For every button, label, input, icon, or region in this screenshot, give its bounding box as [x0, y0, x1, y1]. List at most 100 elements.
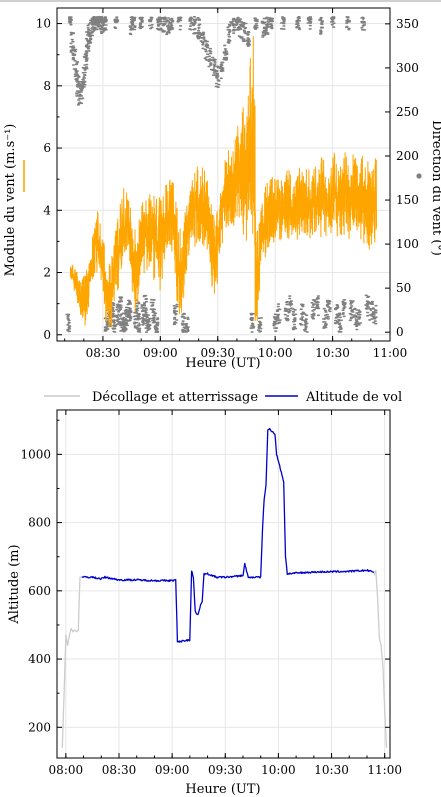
wind-direction-point	[258, 326, 261, 329]
wind-direction-point	[274, 322, 277, 325]
wind-direction-point	[90, 27, 93, 30]
wind-direction-point	[151, 309, 154, 312]
wind-direction-point	[144, 304, 146, 307]
wind-direction-point	[105, 326, 108, 329]
wind-direction-point	[82, 75, 85, 78]
wind-direction-point	[88, 31, 91, 34]
wind-direction-point	[339, 322, 342, 325]
wind-y-tick-label: 8	[43, 79, 51, 93]
wind-direction-point	[100, 18, 102, 21]
alt-x-tick-label: 08:00	[49, 763, 84, 777]
wind-direction-point	[94, 18, 97, 21]
wind-y-right-tick-label: 200	[396, 149, 419, 163]
wind-direction-point	[101, 22, 104, 25]
wind-direction-point	[113, 322, 116, 325]
wind-x-tick-label: 09:00	[143, 346, 178, 360]
wind-direction-point	[354, 318, 357, 320]
wind-direction-point	[73, 58, 76, 61]
wind-direction-point	[366, 304, 368, 307]
wind-direction-point	[136, 309, 139, 312]
wind-y-tick-label: 6	[43, 141, 51, 155]
wind-direction-point	[293, 318, 296, 320]
alt-x-tick-label: 10:30	[314, 763, 349, 777]
wind-direction-point	[130, 22, 133, 25]
wind-direction-point	[266, 22, 269, 25]
wind-x-tick-label: 08:30	[86, 346, 121, 360]
wind-y-right-tick-label: 100	[396, 237, 419, 251]
wind-direction-point	[77, 84, 80, 87]
wind-y-right-tick-label: 350	[396, 17, 419, 31]
wind-direction-point	[84, 58, 87, 61]
wind-direction-point	[80, 88, 83, 91]
wind-direction-point	[159, 18, 162, 21]
wind-direction-point	[155, 326, 158, 329]
wind-direction-point	[182, 322, 185, 325]
wind-y-axis-label: Module du vent (m.s⁻¹)	[3, 124, 18, 277]
wind-direction-point	[119, 304, 122, 307]
wind-direction-point	[350, 309, 353, 312]
wind-direction-point	[308, 18, 311, 21]
wind-y-tick-label: 10	[36, 17, 51, 31]
wind-direction-point	[117, 313, 120, 316]
wind-y-axis-label-right: Direction du vent (°)	[429, 120, 441, 256]
altitude-plot-frame	[56, 409, 391, 759]
alt-x-tick-label: 11:00	[367, 763, 402, 777]
wind-speed-line	[69, 36, 377, 328]
wind-direction-point	[132, 18, 135, 21]
wind-direction-point	[262, 27, 265, 30]
wind-direction-point	[96, 18, 99, 21]
wind-direction-point	[167, 27, 169, 30]
wind-direction-series	[65, 15, 378, 333]
wind-direction-point	[134, 318, 137, 320]
wind-direction-point	[157, 18, 160, 21]
wind-y-right-tick-label: 0	[396, 325, 404, 339]
altitude-chart: 08:00 08:30 09:00 09:30 10:00 10:30 11:00 200 4…	[7, 409, 402, 797]
wind-y-right-tick-label: 50	[396, 281, 411, 295]
wind-direction-point	[232, 22, 235, 25]
top-separator	[0, 0, 441, 2]
flight-altitude-line	[81, 427, 375, 643]
alt-y-tick-label: 400	[28, 652, 51, 666]
wind-direction-point	[124, 318, 127, 320]
wind-y-right-tick-label: 250	[396, 105, 419, 119]
wind-direction-point	[205, 49, 208, 52]
wind-direction-point	[335, 313, 338, 316]
wind-direction-legend-marker	[416, 173, 422, 179]
wind-direction-point	[69, 18, 72, 21]
wind-y-tick-label: 4	[43, 203, 51, 217]
wind-direction-point	[239, 27, 242, 30]
alt-x-tick-label: 08:30	[102, 763, 137, 777]
wind-direction-point	[67, 322, 70, 325]
wind-direction-point	[178, 18, 181, 21]
wind-direction-point	[147, 326, 150, 329]
wind-y-axis-left: 0 2 4 6 8 10	[36, 17, 62, 342]
wind-y-tick-label: 2	[43, 266, 51, 280]
wind-y-right-tick-label: 300	[396, 61, 419, 75]
wind-direction-point	[373, 313, 376, 316]
altitude-series	[61, 427, 388, 748]
alt-y-tick-label: 600	[28, 584, 51, 598]
legend-label-flight-altitude: Altitude de vol	[305, 390, 402, 405]
wind-direction-point	[75, 71, 78, 74]
takeoff-landing-line	[373, 569, 388, 748]
wind-direction-point	[170, 18, 173, 21]
wind-direction-point	[71, 40, 74, 43]
wind-direction-point	[247, 40, 250, 43]
wind-direction-point	[128, 309, 131, 312]
wind-direction-point	[251, 322, 254, 325]
altitude-y-axis: 200 400 600 800 1000	[20, 419, 390, 734]
wind-direction-point	[193, 22, 196, 25]
wind-direction-point	[316, 304, 319, 307]
wind-plot-frame	[56, 7, 391, 342]
wind-direction-point	[369, 309, 372, 312]
wind-direction-point	[278, 313, 280, 316]
wind-direction-point	[138, 322, 141, 325]
wind-direction-point	[243, 31, 246, 34]
wind-direction-point	[79, 93, 81, 96]
wind-x-tick-label: 10:30	[315, 346, 350, 360]
wind-direction-point	[98, 15, 101, 18]
wind-direction-point	[126, 313, 129, 316]
wind-direction-point	[145, 322, 148, 325]
altitude-y-axis-label: Altitude (m)	[7, 544, 22, 624]
altitude-x-axis: 08:00 08:30 09:00 09:30 10:00 10:30 11:00	[49, 410, 402, 777]
